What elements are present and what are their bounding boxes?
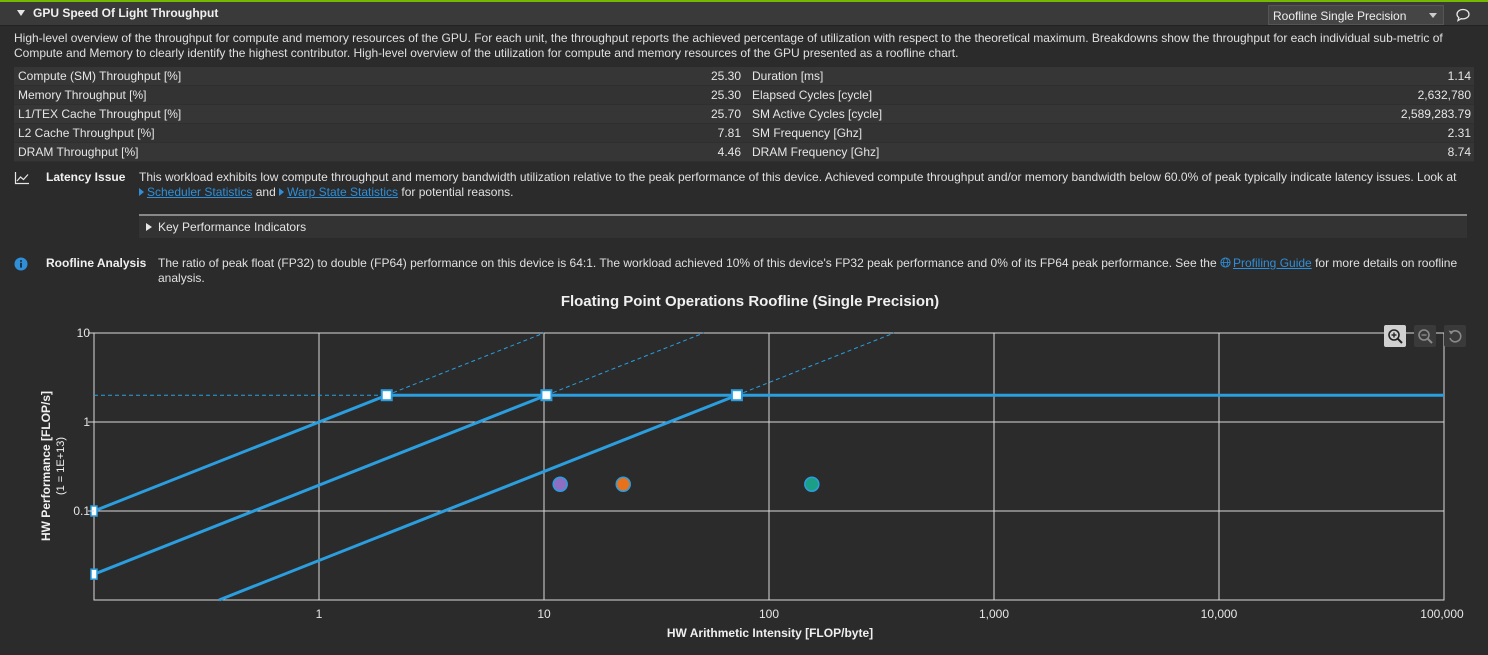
scheduler-statistics-link[interactable]: Scheduler Statistics: [139, 185, 252, 199]
bandwidth-roof-l2: [93, 393, 547, 576]
roofline-analysis-text: The ratio of peak float (FP32) to double…: [158, 256, 1468, 286]
metric-row: L1/TEX Cache Throughput [%] 25.70 SM Act…: [14, 105, 1474, 124]
metric-label: L2 Cache Throughput [%]: [18, 126, 155, 140]
kpi-label: Key Performance Indicators: [158, 220, 307, 234]
roof-start-marker-l2: [90, 568, 98, 580]
triangle-right-icon: [139, 188, 144, 196]
x-tick-label: 10: [537, 607, 551, 621]
section-header[interactable]: GPU Speed Of Light Throughput Roofline S…: [0, 2, 1488, 26]
latency-text-mid: and: [255, 185, 276, 199]
section-description: High-level overview of the throughput fo…: [14, 31, 1443, 60]
y-tick-label: 1: [83, 415, 90, 429]
metric-label: Duration [ms]: [752, 69, 824, 83]
reset-icon[interactable]: [1444, 325, 1466, 347]
profiling-guide-link[interactable]: Profiling Guide: [1220, 256, 1312, 270]
x-tick-label: 100,000: [1420, 607, 1464, 621]
bandwidth-roof-dram: [218, 393, 738, 602]
roofline-text-before: The ratio of peak float (FP32) to double…: [158, 256, 1217, 270]
metric-row: DRAM Throughput [%] 4.46 DRAM Frequency …: [14, 143, 1474, 162]
metric-label: Elapsed Cycles [cycle]: [752, 88, 873, 102]
latency-issue-title: Latency Issue: [46, 170, 126, 184]
metric-value: 25.70: [710, 107, 741, 121]
metric-value: 25.30: [710, 69, 741, 83]
y-axis-label: HW Performance [FLOP/s]: [39, 391, 53, 541]
metric-label: SM Active Cycles [cycle]: [752, 107, 883, 121]
metric-label: DRAM Throughput [%]: [18, 145, 139, 159]
link-text: Scheduler Statistics: [147, 185, 253, 199]
metric-value: 7.81: [717, 126, 741, 140]
metrics-table: Compute (SM) Throughput [%] 25.30 Durati…: [14, 67, 1474, 162]
ridge-point-dram: [730, 389, 743, 402]
metric-row: Memory Throughput [%] 25.30 Elapsed Cycl…: [14, 86, 1474, 105]
link-text: Profiling Guide: [1233, 256, 1312, 270]
metric-value: 2,589,283.79: [1400, 107, 1471, 121]
chart-title: Floating Point Operations Roofline (Sing…: [561, 293, 939, 310]
info-icon: [14, 257, 28, 271]
y-tick-label: 10: [77, 326, 91, 340]
bandwidth-roof-l1: [93, 393, 388, 513]
metric-value: 8.74: [1447, 145, 1471, 159]
bandwidth-roof-extension-dram: [736, 332, 895, 396]
bandwidth-roof-extension-l1: [386, 332, 545, 396]
metric-row: L2 Cache Throughput [%] 7.81 SM Frequenc…: [14, 124, 1474, 143]
metric-row: Compute (SM) Throughput [%] 25.30 Durati…: [14, 67, 1474, 86]
latency-text-after: for potential reasons.: [401, 185, 514, 199]
achieved-point-dram: [804, 476, 820, 492]
metric-label: SM Frequency [Ghz]: [752, 126, 863, 140]
metric-label: L1/TEX Cache Throughput [%]: [18, 107, 182, 121]
link-text: Warp State Statistics: [287, 185, 399, 199]
metric-value: 25.30: [710, 88, 741, 102]
chevron-down-icon: [1429, 13, 1437, 18]
line-chart-icon: [14, 172, 29, 185]
roofline-analysis-title: Roofline Analysis: [46, 256, 147, 270]
roofline-chart[interactable]: Floating Point Operations Roofline (Sing…: [0, 286, 1488, 655]
x-axis-label: HW Arithmetic Intensity [FLOP/byte]: [667, 626, 873, 640]
latency-text-before: This workload exhibits low compute throu…: [139, 170, 1457, 184]
x-tick-label: 1,000: [979, 607, 1009, 621]
x-tick-label: 10,000: [1201, 607, 1238, 621]
globe-icon: [1220, 257, 1231, 268]
zoom-in-icon[interactable]: [1384, 325, 1406, 347]
metric-value: 1.14: [1447, 69, 1471, 83]
y-axis-sublabel: (1 = 1E+13): [55, 437, 67, 495]
triangle-right-icon: [279, 188, 285, 196]
expand-arrow-icon: [146, 223, 152, 231]
collapse-arrow-icon[interactable]: [17, 10, 25, 16]
metric-label: DRAM Frequency [Ghz]: [752, 145, 880, 159]
ridge-point-l2: [540, 389, 553, 402]
latency-issue-text: This workload exhibits low compute throu…: [139, 170, 1479, 200]
metric-label: Memory Throughput [%]: [18, 88, 147, 102]
x-tick-label: 1: [316, 607, 323, 621]
warp-state-statistics-link[interactable]: Warp State Statistics: [279, 185, 398, 199]
y-tick-label: 0.1: [73, 504, 90, 518]
body-selector-dropdown[interactable]: Roofline Single Precision: [1268, 5, 1444, 25]
section-title: GPU Speed Of Light Throughput: [33, 6, 219, 20]
x-tick-label: 100: [759, 607, 779, 621]
bandwidth-roof-extension-l2: [546, 332, 704, 396]
comment-icon[interactable]: [1455, 7, 1471, 23]
dropdown-value: Roofline Single Precision: [1273, 9, 1407, 23]
metric-value: 2,632,780: [1417, 88, 1471, 102]
zoom-out-icon[interactable]: [1414, 325, 1436, 347]
achieved-point-l2: [615, 476, 631, 492]
metric-value: 4.46: [717, 145, 741, 159]
achieved-point-l1: [552, 476, 568, 492]
metric-value: 2.31: [1447, 126, 1471, 140]
ridge-point-l1: [380, 389, 393, 402]
key-performance-indicators-expander[interactable]: Key Performance Indicators: [139, 214, 1467, 238]
roofline-text-after: for more details on roofline analysis.: [158, 256, 1458, 285]
metric-label: Compute (SM) Throughput [%]: [18, 69, 182, 83]
section-accent-bar: [0, 0, 1488, 2]
